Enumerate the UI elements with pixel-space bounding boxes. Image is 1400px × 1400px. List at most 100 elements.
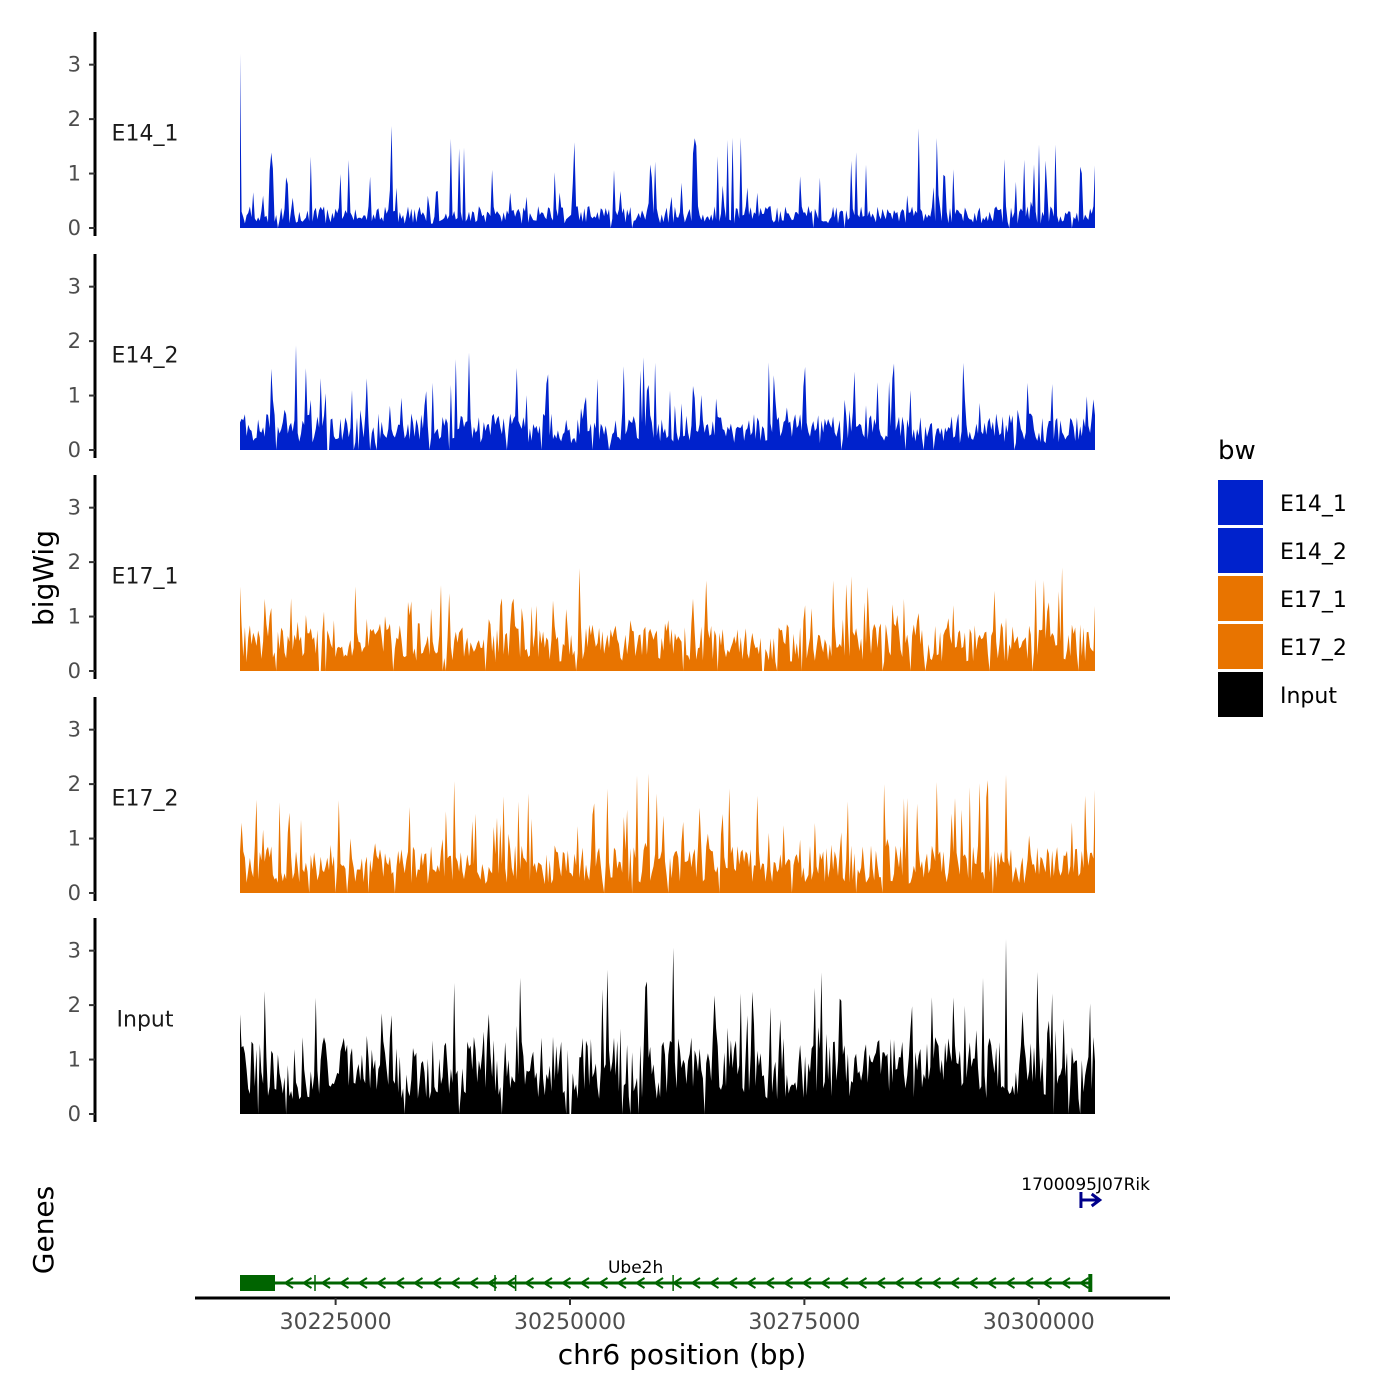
strand-arrow	[301, 1277, 313, 1289]
y-tick-label: 1	[68, 827, 81, 851]
strand-arrow	[893, 1277, 905, 1289]
strand-arrow	[653, 1277, 664, 1289]
genes-panel: Ube2h 1700095J07Rik	[240, 1175, 1150, 1292]
strand-arrow	[375, 1277, 387, 1289]
panel-E17_2: 0 1 2 3 E17_2	[68, 697, 1095, 905]
strand-arrow	[708, 1277, 720, 1289]
strand-arrow	[560, 1277, 572, 1289]
gene-1700095J07Rik: 1700095J07Rik	[1021, 1175, 1150, 1208]
strand-arrow	[523, 1277, 535, 1289]
panel-E17_1: 0 1 2 3 E17_1	[68, 475, 1095, 683]
panel-label: E17_1	[112, 565, 179, 590]
panel-E14_1: 0 1 2 3 E14_1	[68, 32, 1095, 240]
gene-label: 1700095J07Rik	[1021, 1175, 1150, 1195]
strand-arrow	[616, 1277, 627, 1289]
strand-arrow	[967, 1277, 979, 1289]
strand-arrow	[930, 1277, 942, 1289]
strand-arrow	[949, 1277, 960, 1289]
signal-area-E17_1	[240, 567, 1095, 671]
y-axis-title: bigWig	[27, 530, 60, 626]
legend-label-E14_2: E14_2	[1280, 540, 1347, 565]
x-tick-label: 30300000	[983, 1310, 1095, 1335]
gene-exon	[240, 1275, 275, 1291]
strand-arrow	[579, 1277, 590, 1289]
panel-Input: 0 1 2 3 Input	[68, 918, 1095, 1126]
y-tick-label: 1	[68, 605, 81, 629]
legend-label-E17_2: E17_2	[1280, 636, 1347, 661]
strand-arrow	[764, 1277, 775, 1289]
strand-arrow	[468, 1277, 479, 1289]
strand-arrow	[505, 1277, 516, 1289]
strand-arrow	[745, 1277, 757, 1289]
y-tick-label: 3	[68, 53, 81, 77]
strand-arrow	[819, 1277, 831, 1289]
strand-arrow	[1041, 1277, 1053, 1289]
legend-swatch-E17_1	[1218, 576, 1263, 621]
strand-arrow	[597, 1277, 609, 1289]
legend-swatch-Input	[1218, 672, 1263, 717]
strand-arrow	[875, 1277, 886, 1289]
genes-axis-title: Genes	[27, 1186, 60, 1274]
y-tick-label: 3	[68, 718, 81, 742]
y-tick-label: 1	[68, 162, 81, 186]
legend-swatch-E14_1	[1218, 480, 1263, 525]
strand-arrow	[856, 1277, 868, 1289]
y-tick-label: 3	[68, 275, 81, 299]
strand-arrow	[801, 1277, 812, 1289]
y-tick-label: 0	[68, 881, 81, 905]
x-tick-label: 30250000	[514, 1310, 626, 1335]
bigwig-panels: 0 1 2 3 E14_1 0 1 2 3 E14_2 0 1 2 3 E17_1 0 1 2 3 E17_2 0 1 2 3…	[68, 32, 1095, 1126]
y-tick-label: 2	[68, 772, 81, 796]
y-tick-label: 2	[68, 329, 81, 353]
legend-swatch-E14_2	[1218, 528, 1263, 573]
y-tick-label: 0	[68, 1102, 81, 1126]
signal-area-Input	[240, 939, 1095, 1114]
strand-arrow	[912, 1277, 923, 1289]
strand-arrow	[412, 1277, 424, 1289]
x-tick-label: 30225000	[280, 1310, 392, 1335]
strand-arrow	[449, 1277, 461, 1289]
strand-arrow	[1023, 1277, 1034, 1289]
signal-area-E14_1	[240, 53, 1095, 228]
strand-arrow	[338, 1277, 350, 1289]
panel-label: E14_2	[112, 344, 179, 369]
strand-arrow	[283, 1277, 294, 1289]
panel-E14_2: 0 1 2 3 E14_2	[68, 254, 1095, 462]
gene-label: Ube2h	[608, 1258, 663, 1278]
y-tick-label: 0	[68, 216, 81, 240]
x-axis-title: chr6 position (bp)	[558, 1338, 807, 1371]
strand-arrow	[986, 1277, 997, 1289]
strand-arrow	[671, 1277, 683, 1289]
y-tick-label: 2	[68, 107, 81, 131]
y-tick-label: 1	[68, 1048, 81, 1072]
legend-label-E14_1: E14_1	[1280, 492, 1347, 517]
legend-swatch-E17_2	[1218, 624, 1263, 669]
x-axis: 30225000 30250000 30275000 30300000	[195, 1296, 1170, 1335]
gene-Ube2h: Ube2h	[240, 1258, 1093, 1292]
y-tick-label: 0	[68, 659, 81, 683]
y-tick-label: 1	[68, 384, 81, 408]
y-tick-label: 2	[68, 993, 81, 1017]
strand-arrow	[1060, 1277, 1071, 1289]
strand-arrow	[727, 1277, 738, 1289]
signal-area-E14_2	[240, 345, 1095, 450]
x-tick-label: 30275000	[748, 1310, 860, 1335]
y-tick-label: 0	[68, 438, 81, 462]
legend-label-Input: Input	[1280, 684, 1337, 709]
strand-arrow	[486, 1277, 498, 1289]
y-tick-label: 3	[68, 939, 81, 963]
panel-label: Input	[117, 1008, 174, 1033]
y-tick-label: 2	[68, 550, 81, 574]
strand-arrow	[320, 1277, 331, 1289]
strand-arrow	[357, 1277, 368, 1289]
strand-arrow	[1004, 1277, 1016, 1289]
signal-area-E17_2	[240, 773, 1095, 893]
strand-arrow	[634, 1277, 646, 1289]
strand-arrow	[690, 1277, 701, 1289]
legend: bw E14_1 E14_2 E17_1 E17_2 Input	[1218, 436, 1347, 717]
strand-arrow	[431, 1277, 442, 1289]
strand-arrow	[1078, 1277, 1090, 1289]
panel-label: E17_2	[112, 787, 179, 812]
y-tick-label: 3	[68, 496, 81, 520]
